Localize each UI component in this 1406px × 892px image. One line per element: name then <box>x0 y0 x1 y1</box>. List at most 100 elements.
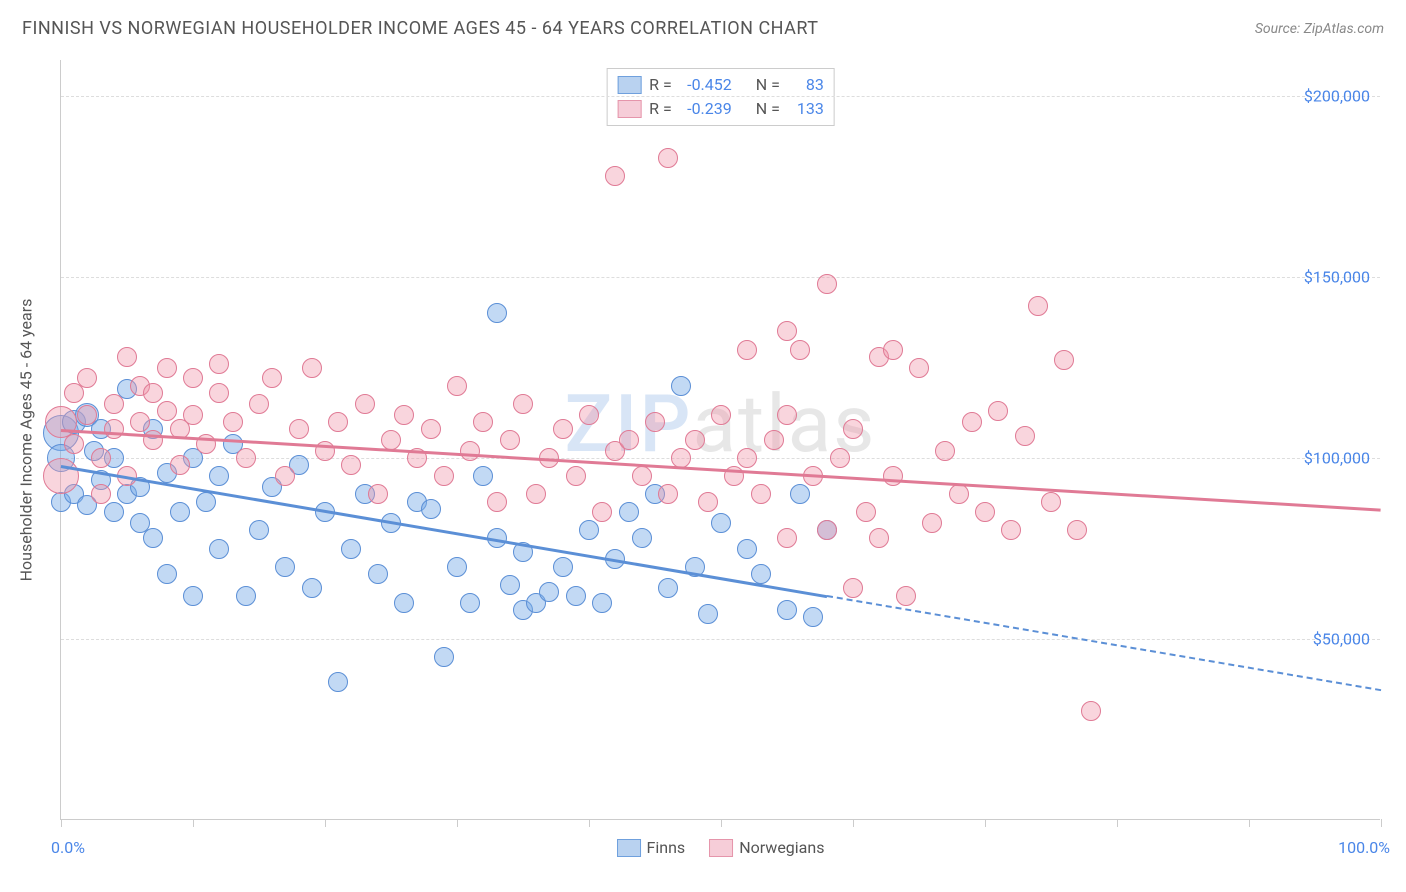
r-value: -0.452 <box>680 73 732 97</box>
data-point <box>355 394 375 414</box>
data-point <box>249 520 269 540</box>
x-tick <box>1117 819 1118 827</box>
data-point <box>421 499 441 519</box>
data-point <box>289 419 309 439</box>
data-point <box>1015 426 1035 446</box>
legend-swatch <box>709 839 733 857</box>
scatter-plot-area: ZIPatlas Householder Income Ages 45 - 64… <box>60 60 1380 820</box>
data-point <box>487 303 507 323</box>
data-point <box>77 405 97 425</box>
data-point <box>592 502 612 522</box>
data-point <box>777 600 797 620</box>
legend-swatch <box>617 76 641 94</box>
data-point <box>751 484 771 504</box>
data-point <box>790 340 810 360</box>
data-point <box>104 419 124 439</box>
data-point <box>1081 701 1101 721</box>
data-point <box>500 430 520 450</box>
data-point <box>883 340 903 360</box>
data-point <box>764 430 784 450</box>
data-point <box>104 502 124 522</box>
data-point <box>619 430 639 450</box>
data-point <box>209 354 229 374</box>
x-tick <box>61 819 62 827</box>
data-point <box>130 412 150 432</box>
data-point <box>711 513 731 533</box>
r-label: R = <box>649 73 672 97</box>
data-point <box>566 466 586 486</box>
data-point <box>553 419 573 439</box>
data-point <box>249 394 269 414</box>
data-point <box>658 578 678 598</box>
data-point <box>803 607 823 627</box>
data-point <box>592 593 612 613</box>
data-point <box>975 502 995 522</box>
y-tick-label: $50,000 <box>1313 630 1370 649</box>
data-point <box>632 466 652 486</box>
legend-item: Finns <box>617 838 686 857</box>
data-point <box>1028 296 1048 316</box>
data-point <box>91 484 111 504</box>
data-point <box>209 466 229 486</box>
gridline <box>61 96 1380 97</box>
data-point <box>830 448 850 468</box>
r-label: R = <box>649 97 672 121</box>
x-tick <box>457 819 458 827</box>
data-point <box>328 412 348 432</box>
series-legend: Finns Norwegians <box>617 838 825 857</box>
data-point <box>579 520 599 540</box>
data-point <box>394 405 414 425</box>
data-point <box>341 539 361 559</box>
gridline <box>61 277 1380 278</box>
data-point <box>170 502 190 522</box>
data-point <box>117 347 137 367</box>
legend-label: Finns <box>647 838 686 857</box>
data-point <box>645 412 665 432</box>
data-point <box>43 458 79 494</box>
data-point <box>262 368 282 388</box>
r-value: -0.239 <box>680 97 732 121</box>
data-point <box>843 419 863 439</box>
n-label: N = <box>756 97 780 121</box>
data-point <box>104 394 124 414</box>
data-point <box>341 455 361 475</box>
data-point <box>962 412 982 432</box>
x-tick <box>325 819 326 827</box>
data-point <box>328 672 348 692</box>
data-point <box>869 528 889 548</box>
data-point <box>790 484 810 504</box>
data-point <box>737 539 757 559</box>
data-point <box>949 484 969 504</box>
data-point <box>170 455 190 475</box>
data-point <box>817 520 837 540</box>
data-point <box>209 539 229 559</box>
data-point <box>223 412 243 432</box>
data-point <box>1067 520 1087 540</box>
data-point <box>685 430 705 450</box>
data-point <box>751 564 771 584</box>
n-value: 83 <box>788 73 824 97</box>
data-point <box>671 376 691 396</box>
data-point <box>500 575 520 595</box>
data-point <box>143 430 163 450</box>
data-point <box>157 401 177 421</box>
data-point <box>553 557 573 577</box>
data-point <box>1041 492 1061 512</box>
data-point <box>183 405 203 425</box>
data-point <box>368 564 388 584</box>
data-point <box>183 368 203 388</box>
legend-row: R = -0.452 N = 83 <box>617 73 824 97</box>
data-point <box>896 586 916 606</box>
x-tick <box>193 819 194 827</box>
data-point <box>737 340 757 360</box>
data-point <box>487 492 507 512</box>
data-point <box>988 401 1008 421</box>
data-point <box>777 405 797 425</box>
data-point <box>473 466 493 486</box>
n-label: N = <box>756 73 780 97</box>
data-point <box>302 358 322 378</box>
data-point <box>394 593 414 613</box>
legend-item: Norwegians <box>709 838 824 857</box>
x-axis-max-label: 100.0% <box>1338 838 1390 857</box>
data-point <box>77 368 97 388</box>
